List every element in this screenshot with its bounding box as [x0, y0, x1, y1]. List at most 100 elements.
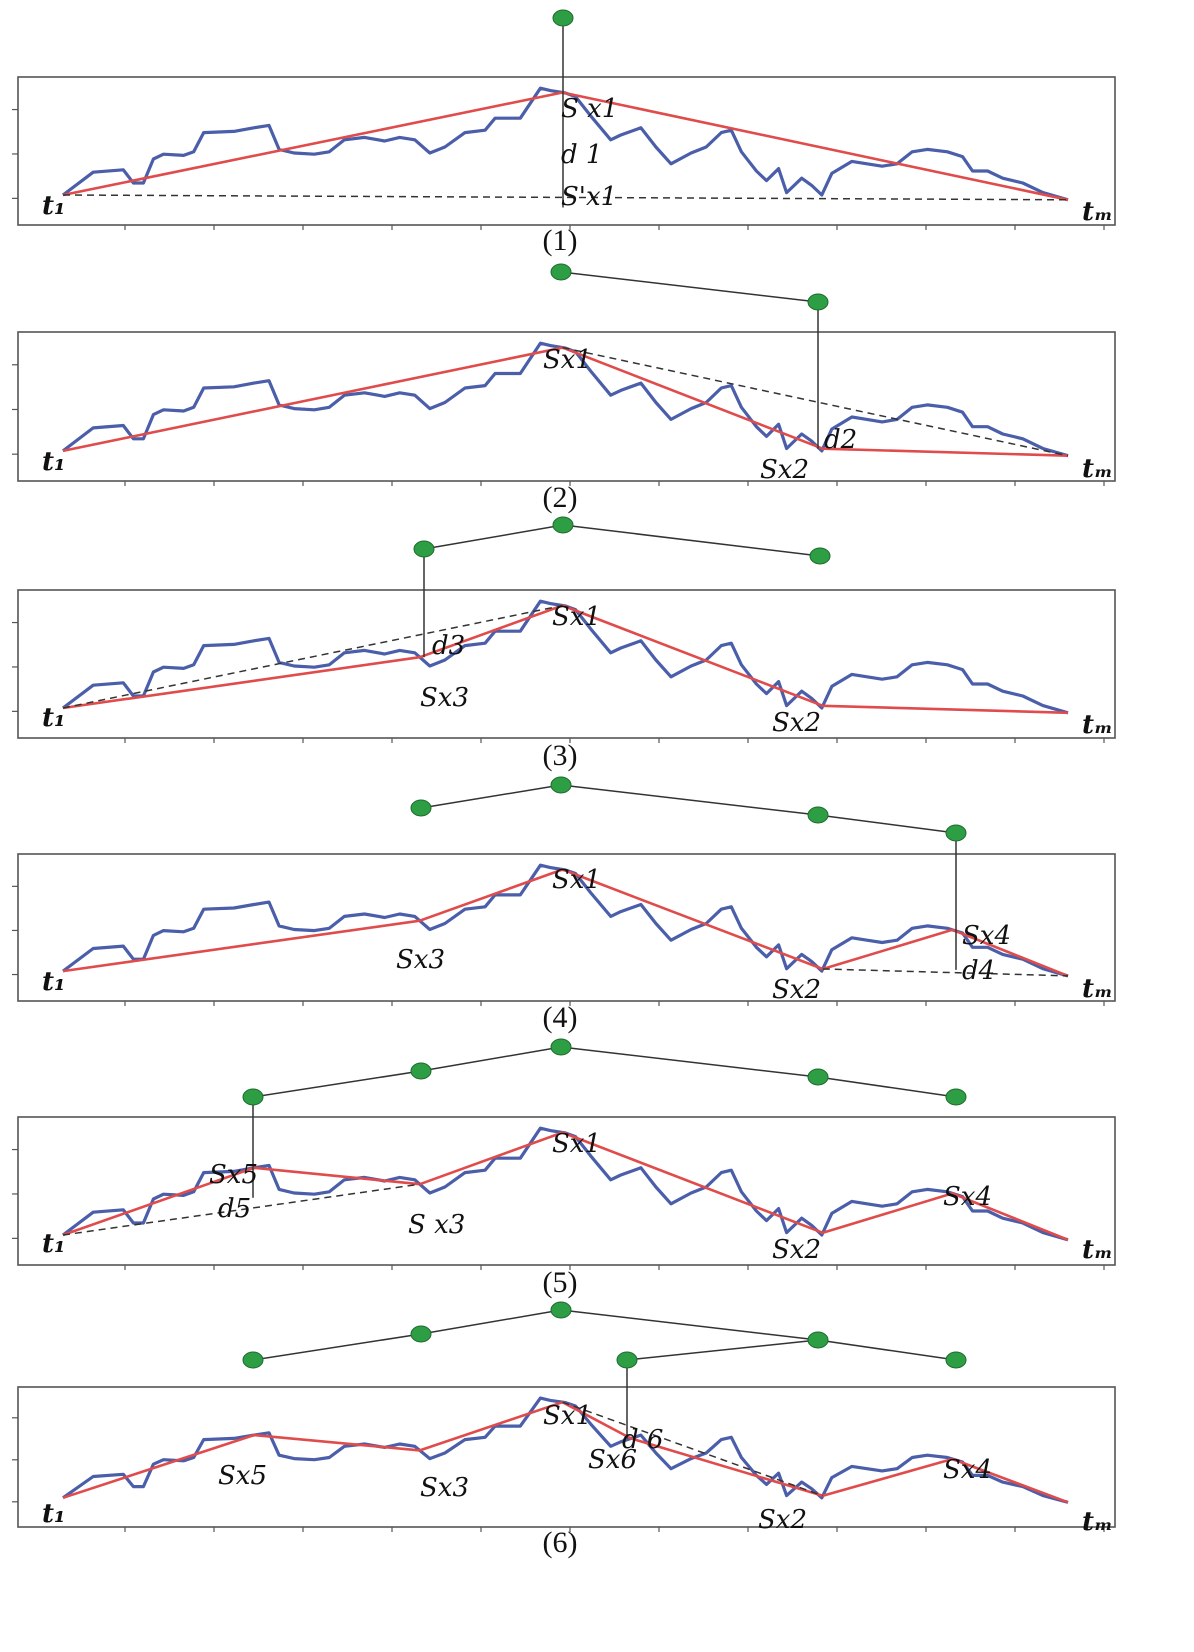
point-label: d2 — [824, 425, 857, 455]
panel-1: S x1 d 1 S'x1 t₁ tₘ (1) — [12, 9, 1116, 257]
time-series-line — [62, 599, 1069, 715]
panel-3: Sx1 d3 Sx3 Sx2 t₁ tₘ (3) — [12, 516, 1116, 772]
point-label: S x3 — [408, 1210, 465, 1240]
tree-edge — [817, 814, 957, 834]
point-label: Sx1 — [552, 1129, 601, 1159]
tree-node — [242, 1088, 264, 1106]
point-label: S'x1 — [561, 182, 617, 212]
plot-frame — [17, 589, 1116, 739]
tree-edge — [560, 1309, 819, 1341]
point-label: Sx4 — [943, 1455, 992, 1485]
dashed-chord — [562, 346, 1069, 457]
panel-caption: (3) — [543, 739, 578, 772]
tree-edge — [562, 524, 821, 557]
tree-node — [945, 1351, 967, 1369]
panel-4: Sx1 Sx3 Sx4 d4 Sx2 t₁ tₘ (4) — [12, 776, 1116, 1034]
time-series-line — [62, 341, 1069, 458]
tree-node — [807, 1068, 829, 1086]
tree-edge — [560, 271, 819, 303]
tree-edge — [252, 1070, 422, 1098]
tree-edge — [626, 1339, 819, 1361]
point-label: Sx1 — [543, 345, 592, 375]
panel-2: Sx1 d2 Sx2 t₁ tₘ (2) — [12, 263, 1116, 514]
tree-node — [413, 540, 435, 558]
t1-label: t₁ — [42, 1229, 65, 1259]
tree-node — [945, 1088, 967, 1106]
point-label: Sx4 — [962, 921, 1011, 951]
point-label: Sx4 — [943, 1182, 992, 1212]
point-label: Sx3 — [420, 683, 469, 713]
tm-label: tₘ — [1082, 1235, 1113, 1265]
tm-label: tₘ — [1082, 710, 1113, 740]
point-label: d 1 — [561, 140, 602, 170]
t1-label: t₁ — [42, 191, 65, 221]
t1-label: t₁ — [42, 967, 65, 997]
t1-label: t₁ — [42, 703, 65, 733]
tree-edge — [252, 1333, 422, 1361]
tree-node — [807, 806, 829, 824]
tm-label: tₘ — [1082, 1507, 1113, 1537]
point-label: Sx1 — [552, 865, 601, 895]
point-label: Sx3 — [420, 1473, 469, 1503]
plot-frame — [17, 331, 1116, 482]
tree-node — [945, 824, 967, 842]
point-label: Sx1 — [543, 1401, 592, 1431]
tree-node — [552, 516, 574, 534]
segment-approximation-line — [62, 868, 1069, 978]
tm-label: tₘ — [1082, 454, 1113, 484]
t1-label: t₁ — [42, 447, 65, 477]
point-label: Sx2 — [772, 708, 821, 738]
dashed-chord — [62, 604, 563, 709]
plot-frame — [17, 853, 1116, 1002]
point-label: Sx2 — [772, 975, 821, 1005]
tree-edge — [420, 784, 562, 809]
tm-label: tₘ — [1082, 197, 1113, 227]
tree-edge — [817, 1339, 957, 1361]
segment-approximation-line — [62, 346, 1069, 457]
point-label: Sx1 — [552, 602, 601, 632]
tree-node — [410, 799, 432, 817]
point-label: Sx5 — [218, 1461, 267, 1491]
tree-node — [410, 1325, 432, 1343]
point-label: d 6 — [622, 1425, 663, 1455]
tree-edge — [420, 1309, 562, 1335]
tree-edge — [423, 524, 564, 550]
point-label: Sx2 — [772, 1235, 821, 1265]
tree-node — [807, 1331, 829, 1349]
tree-edge — [817, 1076, 957, 1098]
tree-node — [552, 9, 574, 27]
tree-node — [550, 1038, 572, 1056]
tree-edge — [560, 784, 819, 816]
panel-caption: (2) — [543, 481, 578, 514]
tree-node — [550, 1301, 572, 1319]
point-label: d5 — [218, 1194, 251, 1224]
plot-frame — [17, 1116, 1116, 1266]
panel-caption: (4) — [543, 1001, 578, 1034]
segment-approximation-line — [62, 604, 1069, 715]
point-label: Sx6 — [588, 1445, 637, 1475]
tree-node — [550, 776, 572, 794]
panel-caption: (1) — [543, 224, 578, 257]
point-label: d3 — [432, 631, 465, 661]
tree-node — [807, 293, 829, 311]
tree-edge — [560, 1046, 819, 1078]
tree-node — [809, 547, 831, 565]
dashed-chord — [822, 968, 1069, 977]
segment-approximation-line — [62, 1400, 1069, 1504]
tm-label: tₘ — [1082, 974, 1113, 1004]
tree-edge — [420, 1046, 562, 1072]
plot-frame — [17, 76, 1116, 226]
time-series-line — [62, 86, 1069, 202]
panel-5: Sx5 d5 Sx1 S x3 Sx4 Sx2 t₁ tₘ (5) — [12, 1038, 1116, 1299]
panel-caption: (6) — [543, 1526, 578, 1559]
t1-label: t₁ — [42, 1499, 65, 1529]
dashed-chord — [62, 1183, 420, 1236]
time-series-line — [62, 863, 1069, 978]
panel-caption: (5) — [543, 1266, 578, 1299]
tree-node — [616, 1351, 638, 1369]
tree-node — [550, 263, 572, 281]
segment-approximation-line — [62, 1131, 1069, 1242]
point-label: Sx2 — [758, 1505, 807, 1535]
